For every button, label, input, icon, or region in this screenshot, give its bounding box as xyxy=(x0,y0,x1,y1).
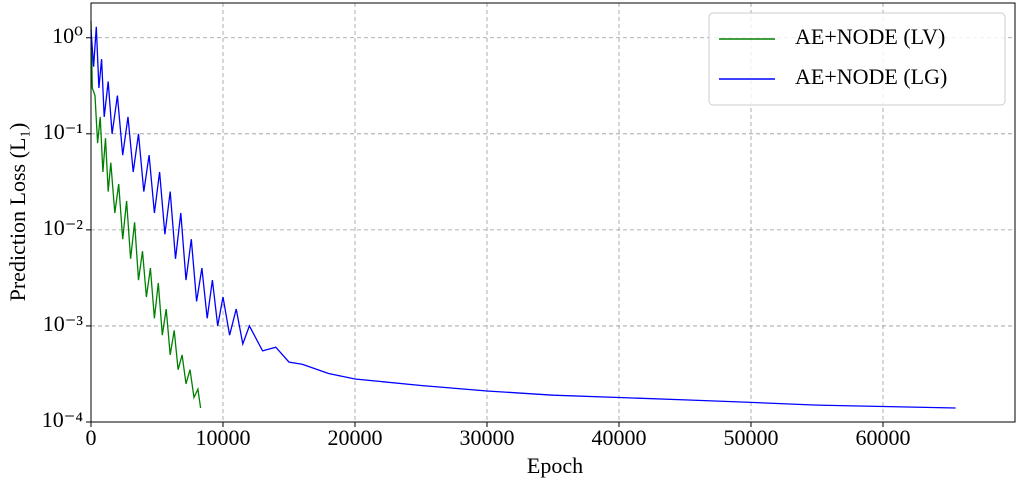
data-line xyxy=(90,26,956,409)
x-axis-label: Epoch xyxy=(527,453,583,478)
x-tick-label: 60000 xyxy=(856,425,911,450)
y-tick-label: 10⁻¹ xyxy=(43,119,83,144)
y-tick-label: 10⁻² xyxy=(43,215,84,240)
y-tick-label: 10⁻³ xyxy=(43,311,84,336)
legend-label: AE+NODE (LG) xyxy=(795,64,947,89)
plot-frame xyxy=(90,2,1016,423)
y-axis-label: Prediction Loss (L₁) xyxy=(5,123,30,302)
legend-box xyxy=(708,12,1006,106)
x-tick-label: 10000 xyxy=(196,425,251,450)
y-tick-label: 10⁻⁴ xyxy=(42,407,84,432)
x-tick-label: 20000 xyxy=(328,425,383,450)
y-tick-label: 10⁰ xyxy=(52,23,83,48)
x-tick-label: 0 xyxy=(86,425,97,450)
legend-label: AE+NODE (LV) xyxy=(795,24,945,49)
data-line xyxy=(90,20,202,409)
x-tick-label: 30000 xyxy=(460,425,515,450)
x-tick-label: 40000 xyxy=(592,425,647,450)
x-tick-label: 50000 xyxy=(724,425,779,450)
